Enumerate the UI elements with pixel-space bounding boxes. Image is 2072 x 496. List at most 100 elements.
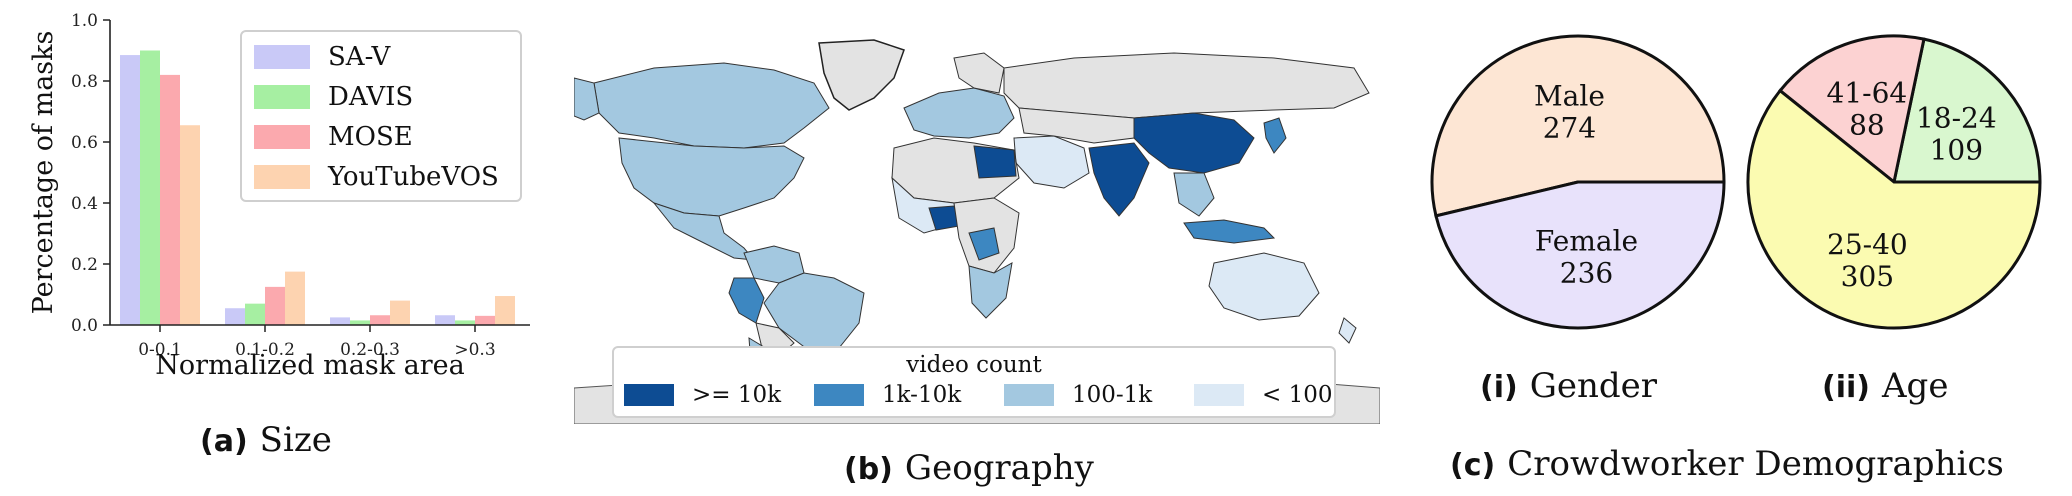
map-region-middle-east <box>1013 135 1090 189</box>
map-legend-item-under-100: < 100 <box>1194 382 1332 408</box>
map-legend-label-100-1k: 100-1k <box>1072 382 1153 408</box>
map-region-greenland <box>818 39 905 111</box>
caption-a: (a) Size <box>200 420 332 460</box>
caption-c-ii: (ii) Age <box>1822 366 1948 406</box>
map-region-new-zealand <box>1338 317 1357 344</box>
size-chart-legend: SA-V DAVIS MOSE YouTubeVOS <box>240 30 522 202</box>
y-tick-label: 0.0 <box>71 316 98 336</box>
map-region-southern-africa <box>968 262 1013 319</box>
pie-label-male: Male <box>1534 79 1605 112</box>
x-tick-label: >0.3 <box>454 340 495 360</box>
map-region-russia <box>1003 52 1370 119</box>
legend-label-mose: MOSE <box>328 122 413 152</box>
bar-davis-0-2-0-3 <box>350 320 370 325</box>
map-region-usa <box>618 137 805 217</box>
map-legend-item-100-1k: 100-1k <box>1004 382 1152 408</box>
caption-c-letter: (c) <box>1450 448 1496 483</box>
map-legend-label-10k-plus: >= 10k <box>692 382 782 408</box>
y-tick-label: 0.4 <box>71 194 98 214</box>
pie-slice-female <box>1434 180 1726 330</box>
pie-slice-18-24 <box>1892 37 2042 184</box>
age-pie-chart: 18-24 109 41-64 88 25-40 305 <box>1742 30 2046 334</box>
x-tick-label: 0.2-0.3 <box>340 340 400 360</box>
map-region-alaska <box>573 77 600 121</box>
size-bar-chart-svg: 0.0 0.2 0.4 0.6 0.8 1.0 0-0.1 0.1-0.2 0.2-0.3 >0.… <box>28 11 530 381</box>
bar-mose-0-2-0-3 <box>370 315 390 325</box>
map-region-peru <box>728 277 765 324</box>
pie-label-female: Female <box>1535 225 1638 258</box>
map-region-scandinavia <box>953 52 1005 94</box>
legend-item-youtubevos: YouTubeVOS <box>254 160 499 194</box>
caption-c-i: (i) Gender <box>1480 366 1657 406</box>
pie-value-female: 236 <box>1560 257 1613 290</box>
pie-value-male: 274 <box>1543 111 1596 144</box>
pie-slice-male <box>1430 34 1726 218</box>
legend-label-sa-v: SA-V <box>328 42 391 72</box>
x-tick-label: 0.1-0.2 <box>235 340 295 360</box>
caption-c-ii-letter: (ii) <box>1822 370 1870 405</box>
legend-swatch-davis <box>254 85 310 109</box>
bar-youtubevos-0-1-0-2 <box>285 271 305 325</box>
caption-c-i-title: Gender <box>1529 366 1658 406</box>
map-region-canada <box>593 62 830 149</box>
bar-davis-0-1-0-2 <box>245 303 265 325</box>
x-tick-label: 0-0.1 <box>138 340 182 360</box>
pie-slice-25-40 <box>1746 88 2042 330</box>
map-legend-swatch-10k-plus <box>624 384 674 406</box>
map-region-japan <box>1263 117 1287 154</box>
map-region-india <box>1088 142 1150 217</box>
map-region-europe <box>903 87 1015 139</box>
pie-label-41-64: 41-64 <box>1827 76 1908 109</box>
map-legend-swatch-under-100 <box>1194 384 1244 406</box>
legend-swatch-mose <box>254 125 310 149</box>
y-tick-label: 1.0 <box>71 11 98 31</box>
size-bar-chart: 0.0 0.2 0.4 0.6 0.8 1.0 0-0.1 0.1-0.2 0.2-0.3 >0.… <box>0 0 560 400</box>
y-axis-label: Percentage of masks <box>28 31 59 315</box>
bar-davis-0-0-1 <box>140 50 160 325</box>
map-region-china <box>1133 112 1255 174</box>
legend-swatch-youtubevos <box>254 165 310 189</box>
map-legend-item-1k-10k: 1k-10k <box>814 382 961 408</box>
legend-label-youtubevos: YouTubeVOS <box>328 162 499 192</box>
map-legend-title: video count <box>906 352 1042 378</box>
legend-label-davis: DAVIS <box>328 82 414 112</box>
legend-item-mose: MOSE <box>254 120 413 154</box>
map-legend-swatch-100-1k <box>1004 384 1054 406</box>
caption-b-letter: (b) <box>844 452 893 487</box>
caption-c-title: Crowdworker Demographics <box>1507 444 2004 484</box>
bar-sa-v-0-1-0-2 <box>225 308 245 325</box>
map-region-egypt <box>973 145 1017 179</box>
x-axis-label: Normalized mask area <box>155 350 464 381</box>
legend-swatch-sa-v <box>254 45 310 69</box>
pie-value-41-64: 88 <box>1849 108 1885 141</box>
bar-mose-0-3 <box>475 315 495 325</box>
map-region-indonesia <box>1183 219 1276 244</box>
map-legend-swatch-1k-10k <box>814 384 864 406</box>
map-legend-label-1k-10k: 1k-10k <box>882 382 962 408</box>
caption-b: (b) Geography <box>844 448 1094 488</box>
bar-mose-0-1-0-2 <box>265 286 285 325</box>
legend-item-sa-v: SA-V <box>254 40 390 74</box>
bar-sa-v-0-0-1 <box>120 55 140 325</box>
y-tick-label: 0.8 <box>71 72 98 92</box>
y-tick-label: 0.6 <box>71 133 98 153</box>
map-legend-label-under-100: < 100 <box>1262 382 1333 408</box>
map-region-australia <box>1208 252 1320 321</box>
caption-c: (c) Crowdworker Demographics <box>1450 444 2004 484</box>
pie-slice-41-64 <box>1777 34 1926 185</box>
bar-davis-0-3 <box>455 320 475 325</box>
map-region-drc <box>968 227 1000 261</box>
bar-sa-v-0-3 <box>435 315 455 325</box>
caption-a-title: Size <box>259 420 332 460</box>
bar-mose-0-0-1 <box>160 74 180 326</box>
bar-youtubevos-0-2-0-3 <box>390 300 410 325</box>
caption-c-ii-title: Age <box>1882 366 1949 406</box>
bar-sa-v-0-2-0-3 <box>330 317 350 325</box>
bar-youtubevos-0-0-1 <box>180 125 200 325</box>
bar-youtubevos-0-3 <box>495 296 515 325</box>
caption-b-title: Geography <box>904 448 1094 488</box>
map-legend: video count >= 10k 1k-10k 100-1k < 100 <box>612 346 1336 418</box>
gender-pie-chart: Male 274 Female 236 <box>1426 30 1730 334</box>
